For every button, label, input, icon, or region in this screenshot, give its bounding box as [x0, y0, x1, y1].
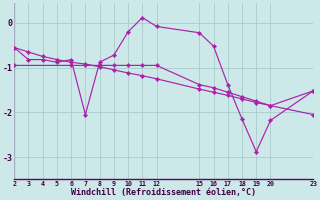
- X-axis label: Windchill (Refroidissement éolien,°C): Windchill (Refroidissement éolien,°C): [71, 188, 256, 197]
